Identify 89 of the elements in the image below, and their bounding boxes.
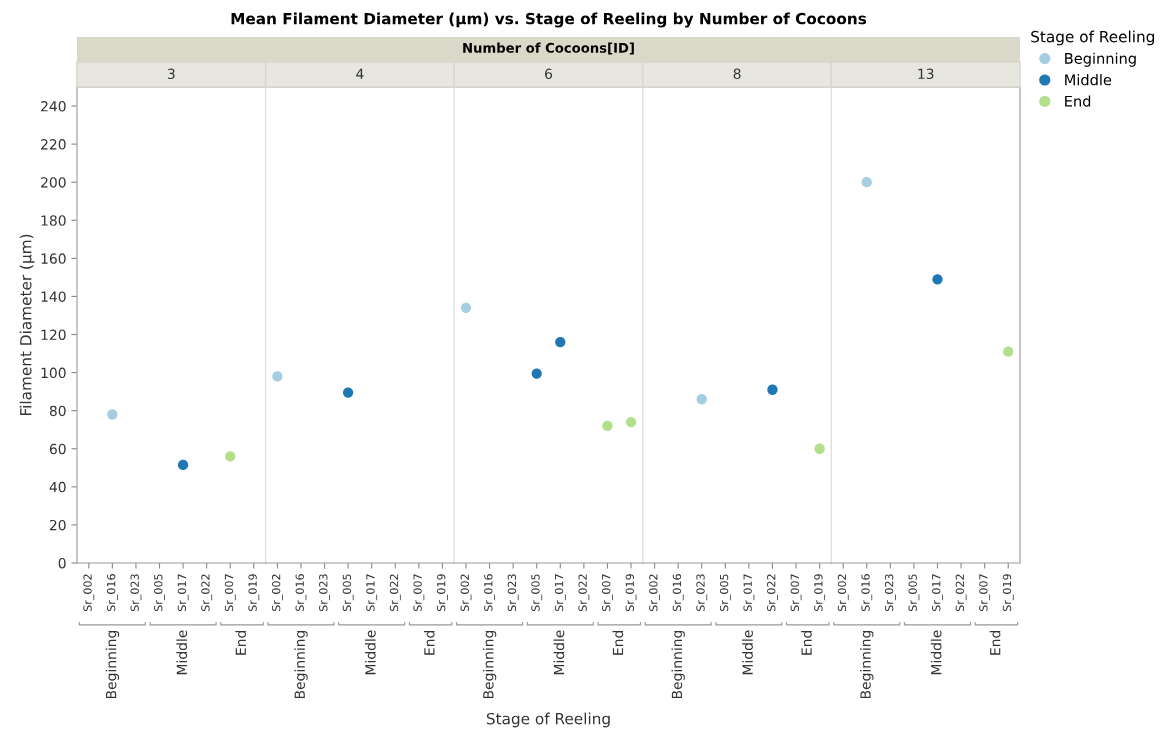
- x-tick-label: Sr_022: [767, 574, 778, 612]
- y-tick-label: 100: [41, 367, 66, 379]
- x-tick-label: Sr_017: [366, 574, 378, 612]
- text: End: [612, 630, 624, 655]
- x-tick-label: Sr_002: [837, 574, 849, 612]
- text: Middle: [742, 630, 753, 675]
- text: Middle: [930, 630, 942, 675]
- text: Beginning: [294, 630, 308, 699]
- y-tick-label: 0: [58, 557, 66, 569]
- text: Middle: [176, 630, 188, 675]
- y-tick-label: 120: [41, 329, 66, 340]
- x-tick-label: Sr_023: [507, 574, 519, 612]
- x-tick-label: Sr_017: [554, 574, 566, 612]
- x-tick-label: Sr_022: [955, 574, 967, 612]
- x-tick-label: Sr_005: [908, 574, 920, 612]
- y-tick-label: 140: [41, 291, 66, 302]
- x-tick-label: Sr_023: [696, 574, 708, 612]
- y-axis-title: Filament Diameter (µm): [19, 234, 35, 416]
- x-tick-label: Sr_016: [672, 574, 684, 612]
- x-tick-label: Sr_017: [743, 574, 755, 612]
- x-tick-label: Sr_019: [625, 574, 637, 612]
- x-tick-label: Sr_017: [932, 574, 943, 612]
- chart-title: Mean Filament Diameter (µm) vs. Stage of Reeling by Number of Cocoons: [231, 12, 867, 28]
- x-tick-label: Sr_007: [602, 574, 613, 612]
- legend-label: Middle: [1065, 74, 1112, 86]
- x-tick-label: Sr_023: [884, 574, 896, 612]
- text: End: [989, 630, 1001, 655]
- y-tick-label: 220: [41, 139, 66, 150]
- text: End: [801, 630, 812, 655]
- y-tick-label: 60: [49, 443, 66, 455]
- x-tick-label: Sr_007: [224, 574, 236, 612]
- point: [225, 451, 236, 462]
- x-tick-label: Sr_019: [248, 574, 260, 612]
- x-tick-label: Sr_005: [342, 574, 354, 612]
- x-tick-label: Sr_005: [154, 574, 165, 612]
- x-tick-label: Sr_007: [979, 574, 991, 612]
- x-tick-label: Sr_016: [861, 574, 873, 612]
- x-tick-label: Sr_016: [106, 574, 118, 612]
- x-tick-label: Sr_002: [83, 574, 95, 612]
- point: [602, 420, 613, 432]
- x-tick-label: Sr_002: [271, 574, 283, 612]
- y-tick-label: 200: [41, 177, 66, 188]
- x-tick-label: Sr_016: [295, 574, 307, 612]
- y-tick-label: 240: [41, 101, 66, 112]
- x-tick-label: Sr_005: [531, 574, 543, 612]
- x-tick-label: Sr_002: [460, 574, 472, 612]
- x-tick-label: Sr_023: [130, 574, 142, 612]
- y-tick-label: 20: [49, 519, 66, 531]
- chart-subtitle: 4: [356, 68, 364, 79]
- point: [107, 409, 118, 420]
- legend-label: End: [1065, 95, 1091, 107]
- x-tick-label: Sr_017: [177, 574, 189, 612]
- x-axis-title: Stage of Reeling: [486, 712, 610, 728]
- text: End: [235, 630, 247, 655]
- point: [531, 368, 542, 379]
- x-tick-label: Sr_019: [1002, 574, 1014, 612]
- x-tick-label: Sr_002: [649, 574, 661, 612]
- point: [555, 336, 566, 348]
- chart-subtitle: 13: [918, 68, 934, 80]
- x-tick-label: Sr_019: [814, 574, 826, 612]
- chart-subtitle: 8: [733, 68, 741, 80]
- x-tick-label: Sr_023: [319, 574, 330, 612]
- x-tick-label: Sr_022: [201, 574, 213, 612]
- y-tick-label: 40: [49, 481, 66, 493]
- y-tick-label: 80: [49, 405, 66, 417]
- point: [460, 302, 472, 314]
- x-tick-label: Sr_007: [413, 574, 425, 612]
- text: Middle: [553, 630, 565, 675]
- text: Beginning: [482, 630, 497, 699]
- x-tick-label: Sr_007: [790, 574, 802, 612]
- x-tick-label: Sr_005: [719, 574, 731, 612]
- text: Middle: [364, 630, 376, 675]
- x-tick-label: Sr_019: [436, 574, 448, 612]
- y-tick-label: 180: [41, 215, 66, 226]
- point: [625, 416, 637, 428]
- text: End: [423, 630, 435, 655]
- legend-label: Beginning: [1065, 52, 1136, 67]
- point: [177, 459, 189, 471]
- chart-subtitle: 6: [545, 68, 553, 80]
- x-tick-label: Sr_022: [389, 574, 401, 612]
- text: Number of Cocoons[ID]: [463, 42, 634, 55]
- text: Beginning: [671, 630, 685, 699]
- y-tick-label: 160: [41, 253, 66, 264]
- chart-subtitle: 3: [167, 68, 175, 80]
- legend-title: Stage of Reeling: [1031, 30, 1154, 46]
- text: Beginning: [860, 630, 874, 699]
- x-tick-label: Sr_016: [484, 574, 495, 612]
- text: Beginning: [105, 630, 120, 699]
- x-tick-label: Sr_022: [578, 574, 590, 612]
